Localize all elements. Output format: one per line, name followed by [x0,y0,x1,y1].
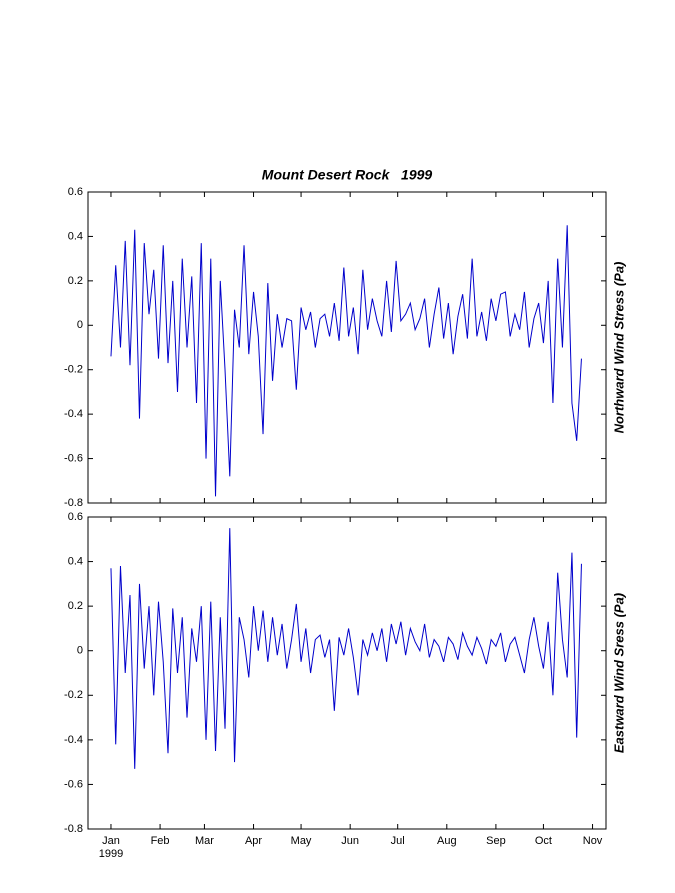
x-tick-label: May [291,835,312,847]
x-tick-label: Aug [437,835,457,847]
data-line [110,225,582,497]
y-tick-label: -0.4 [64,734,83,746]
y-tick-label: 0.6 [68,186,83,198]
y-tick-label: 0 [77,645,83,657]
y-tick-label: -0.2 [64,364,83,376]
y-tick-label: 0.6 [68,511,83,523]
y-tick-label: -0.6 [64,452,83,464]
plot-area [87,191,607,504]
x-tick-label: Sep [486,835,506,847]
y-tick-label: 0.2 [68,600,83,612]
y-axis-label: Eastward Wind Sress (Pa) [611,593,626,753]
y-axis-label: Northward Wind Stress (Pa) [611,262,626,434]
x-tick-label: Oct [535,835,552,847]
x-tick-label: Nov [583,835,603,847]
x-tick-label: Jan [102,835,120,847]
x-year-label: 1999 [99,848,123,860]
x-tick-label: Feb [151,835,170,847]
y-tick-label: -0.2 [64,689,83,701]
y-tick-label: -0.8 [64,497,83,509]
data-line [110,528,582,769]
x-tick-label: Jul [391,835,405,847]
plot-area [87,516,607,830]
y-tick-label: -0.6 [64,778,83,790]
x-tick-label: Mar [195,835,214,847]
y-tick-label: -0.4 [64,408,83,420]
y-tick-label: 0 [77,319,83,331]
y-tick-label: -0.8 [64,823,83,835]
y-tick-label: 0.4 [68,230,83,242]
x-tick-label: Apr [245,835,262,847]
chart-title: Mount Desert Rock 1999 [262,167,433,183]
x-tick-label: Jun [341,835,359,847]
y-tick-label: 0.2 [68,275,83,287]
y-tick-label: 0.4 [68,555,83,567]
